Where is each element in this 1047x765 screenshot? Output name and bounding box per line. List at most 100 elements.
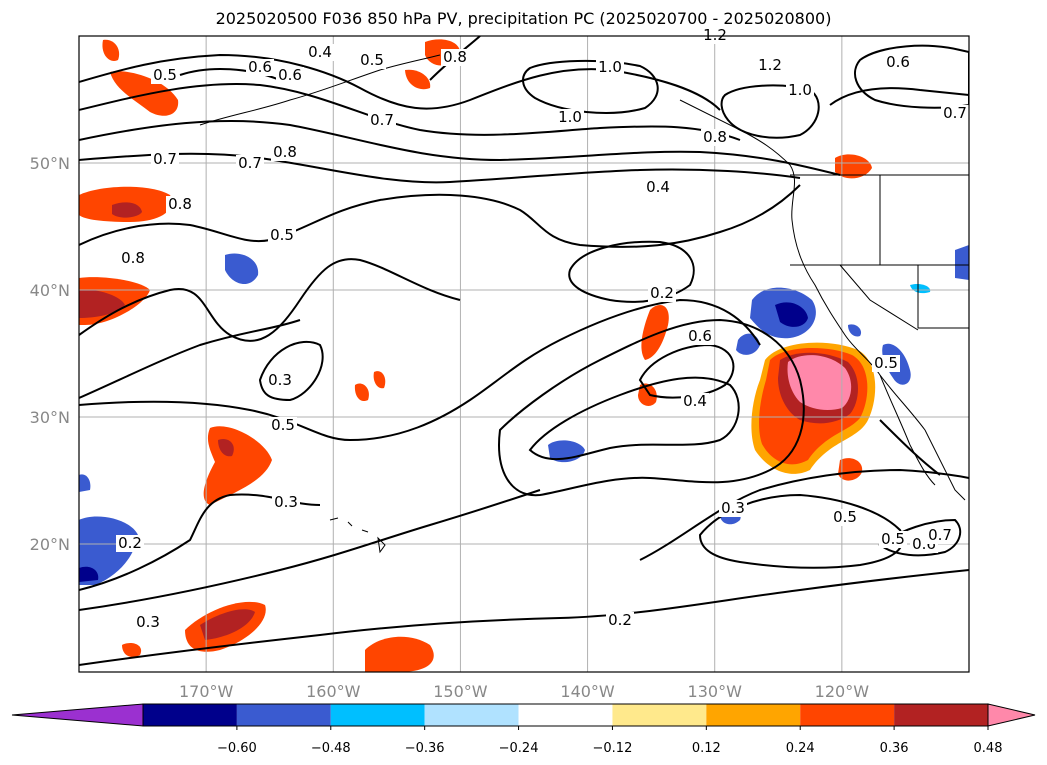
contour-line [79,489,541,611]
graticule [79,36,969,672]
contour-line [720,84,820,139]
contour-label: 0.2 [608,611,632,629]
contour-label-bg [271,144,299,161]
colorbar-arrow-right [987,703,1036,727]
contour-label-bg [151,151,179,168]
contour-label-bg [606,612,634,629]
contour-label: 0.2 [118,534,142,552]
shade-blob [102,39,120,61]
contour-label: 0.6 [278,66,302,84]
contour-label: 0.3 [136,613,160,631]
contour-label-bg [648,285,676,302]
colorbar-tick-label: −0.12 [593,741,633,756]
shade-blob [122,643,142,658]
colorbar-segment [800,704,895,726]
contour-line [79,83,741,141]
contour-label-bg [686,328,714,345]
shade-blob [910,283,931,294]
map-frame [78,35,970,673]
colorbar-segment [236,704,331,726]
map-title: 2025020500 F036 850 hPa PV, precipitatio… [215,9,832,28]
contour-label: 0.3 [268,371,292,389]
state-border [839,264,919,331]
shade-blob [373,371,386,389]
coastlines [199,54,969,554]
contour-label: 0.7 [238,154,262,172]
shade-blob [638,383,657,406]
contour-label-bg [266,372,294,389]
contour-line [878,518,962,557]
colorbar-segment [706,704,801,726]
shade-blob [838,458,863,481]
contour-label-bg [272,494,300,511]
colorbar: −0.60 −0.48 −0.36 −0.24 −0.12 0.12 0.24 0.36 0.4… [11,703,1036,756]
contour-label: 0.6 [886,53,910,71]
contour-label: 0.7 [943,104,967,122]
contour-label: 0.5 [881,530,905,548]
contour-line [829,87,969,106]
contour-line [79,319,301,399]
contour-line [879,419,941,476]
colorbar-segment [894,704,988,726]
contour-line [79,152,801,184]
lat-tick-label: 40°N [30,281,70,300]
shade-blob [79,289,125,318]
shade-blob [79,566,99,582]
contour-label-bg [719,500,747,517]
colorbar-tick-label: 0.48 [974,741,1003,756]
contour-label-bg [246,59,274,76]
lon-tick-label: 170°W [179,682,234,701]
contour-label: 0.5 [360,51,384,69]
contour-label: 0.5 [833,508,857,526]
contour-label-bg [236,155,264,172]
contour-label: 0.7 [153,150,177,168]
contour-label: 0.8 [273,143,297,161]
shade-blob [110,71,179,116]
lon-tick-labels: 170°W 160°W 150°W 140°W 130°W 120°W [179,682,869,701]
contour-label-bg [166,196,194,213]
colorbar-segment [518,704,613,726]
contour-line [79,569,969,666]
colorbar-tick-label: −0.48 [311,741,351,756]
contour-label-bg [941,105,969,122]
contour-line [639,468,969,561]
contour-label: 0.5 [874,354,898,372]
hawaii-islands [329,517,386,554]
contour-label: 0.7 [928,526,952,544]
colorbar-segment [612,704,707,726]
shade-blob [112,202,142,218]
shade-blob [835,154,872,179]
contour-label: 1.0 [558,108,582,126]
contour-labels: 0.4 0.5 0.8 1.2 1.0 1.2 0.6 1.0 0.6 0.5 0.6 0.7 1.0 0… [116,26,969,631]
contour-label: 0.8 [443,48,467,66]
contour-label: 0.6 [688,327,712,345]
colorbar-segment [424,704,519,726]
contour-label-bg [701,129,729,146]
contour-label-bg [119,250,147,267]
contour-label-bg [268,227,296,244]
colorbar-tick-label: −0.60 [217,741,257,756]
contour-label-bg [269,417,297,434]
contour-label: 1.0 [788,81,812,99]
contour-label-bg [358,52,386,69]
contour-label: 0.8 [121,249,145,267]
shade-blob [365,636,434,672]
colorbar-frame [142,703,989,727]
contour-label: 0.5 [271,416,295,434]
contour-label-bg [276,67,304,84]
contour-label-bg [134,614,162,631]
shade-blob [79,516,138,585]
shade-blob [405,69,431,90]
lat-tick-label: 30°N [30,408,70,427]
contour-label: 0.3 [721,499,745,517]
contour-line [79,258,461,342]
shade-blob [641,305,669,360]
contour-label: 1.2 [758,56,782,74]
contour-label-bg [644,179,672,196]
contour-line [79,184,801,248]
shade-blob [736,333,760,355]
lon-tick-label: 140°W [560,682,615,701]
contour-label-bg [116,535,144,552]
lat-tick-label: 50°N [30,154,70,173]
contour-label: 0.4 [646,178,670,196]
